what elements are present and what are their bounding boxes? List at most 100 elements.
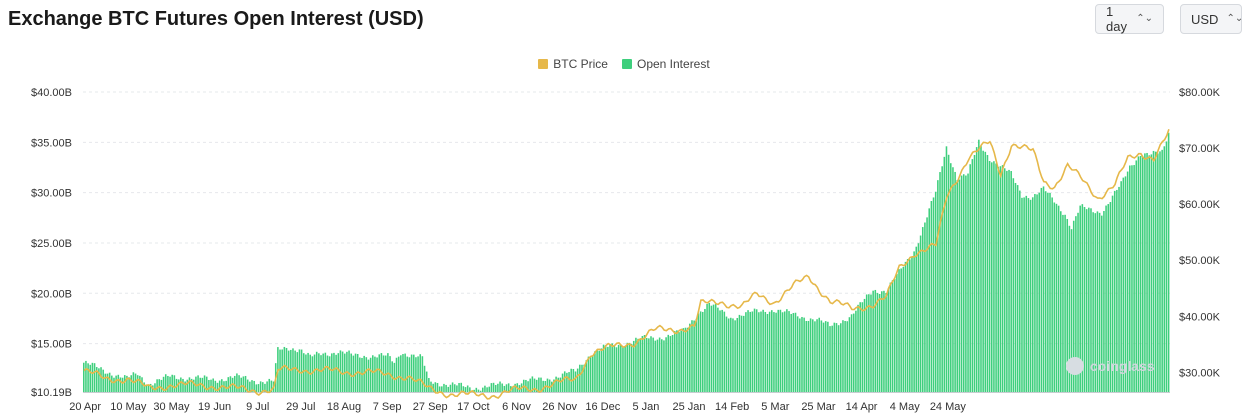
oi-bar — [1088, 207, 1090, 392]
oi-bar — [760, 311, 762, 392]
oi-bar — [505, 384, 508, 392]
range-select[interactable]: 1 day ⌃⌄ — [1095, 4, 1164, 34]
oi-bar — [943, 156, 946, 392]
oi-bar — [89, 364, 92, 392]
oi-bar — [975, 147, 978, 392]
page-title: Exchange BTC Futures Open Interest (USD) — [8, 8, 424, 30]
oi-bar — [331, 353, 333, 392]
oi-bar — [406, 356, 409, 392]
oi-bar — [840, 323, 842, 392]
x-tick: 10 May — [110, 401, 147, 413]
oi-bar — [921, 227, 924, 392]
oi-bar — [249, 381, 251, 392]
oi-bar — [781, 312, 784, 392]
oi-bar — [160, 379, 163, 392]
oi-bar — [932, 197, 935, 392]
oi-bar — [190, 378, 193, 392]
legend-item-open-interest[interactable]: Open Interest — [621, 57, 710, 71]
oi-bar — [865, 294, 868, 392]
oi-bar — [154, 383, 156, 392]
oi-bar — [535, 379, 538, 392]
oi-bar — [1122, 177, 1125, 392]
oi-bar — [1133, 165, 1135, 392]
oi-bar — [740, 315, 743, 392]
currency-select[interactable]: USD ⌃⌄ — [1180, 4, 1243, 34]
oi-bar — [887, 288, 890, 392]
oi-bar — [1141, 156, 1144, 392]
oi-bar — [742, 315, 745, 392]
oi-bar — [208, 379, 210, 392]
oi-bar — [844, 320, 846, 392]
oi-bar — [676, 330, 678, 392]
range-select-value: 1 day — [1106, 4, 1127, 34]
oi-bar — [691, 320, 693, 392]
oi-bar — [796, 316, 799, 392]
oi-bar — [568, 372, 570, 392]
oi-bar — [906, 258, 909, 392]
oi-bar — [997, 166, 1000, 392]
x-tick: 26 Nov — [542, 401, 577, 413]
y-tick-right: $40.00K — [1179, 311, 1221, 323]
oi-bar — [611, 343, 613, 392]
oi-bar — [648, 338, 650, 392]
oi-bar — [419, 354, 422, 392]
oi-bar — [121, 377, 124, 392]
oi-bar — [814, 321, 816, 392]
oi-bar — [542, 380, 544, 392]
oi-bar — [156, 379, 158, 392]
oi-bar — [1148, 155, 1150, 392]
oi-bar — [499, 381, 501, 392]
oi-bar — [591, 355, 594, 392]
oi-bar — [686, 327, 689, 392]
oi-bar — [421, 356, 424, 392]
oi-bar — [551, 381, 553, 392]
oi-bar — [538, 377, 540, 392]
oi-bar — [83, 362, 85, 392]
oi-bar — [507, 383, 510, 392]
oi-bar — [268, 378, 271, 392]
oi-bar — [1126, 171, 1129, 392]
oi-bar — [147, 384, 150, 392]
oi-bar — [930, 201, 933, 392]
oi-bar — [874, 289, 877, 392]
oi-bar — [641, 336, 644, 392]
legend-item-btc-price[interactable]: BTC Price — [538, 57, 608, 71]
oi-bar — [229, 376, 232, 392]
x-tick: 24 May — [930, 401, 967, 413]
oi-bar — [950, 163, 952, 392]
oi-bar — [408, 357, 411, 392]
oi-bar — [941, 166, 943, 392]
oi-bar — [736, 317, 739, 392]
oi-bar — [337, 353, 340, 392]
oi-bar — [667, 334, 670, 392]
oi-bar — [831, 325, 833, 392]
oi-bar — [1146, 152, 1148, 392]
oi-bar — [197, 375, 199, 392]
oi-bar — [777, 309, 780, 392]
oi-bar — [225, 380, 227, 392]
oi-bar — [341, 351, 344, 392]
oi-bar — [598, 350, 601, 392]
oi-bar — [184, 381, 186, 392]
oi-bar — [893, 278, 896, 392]
oi-bar — [1066, 218, 1069, 392]
oi-bar — [305, 354, 307, 392]
oi-bar — [1006, 170, 1008, 392]
oi-bar — [1036, 194, 1038, 392]
oi-bar — [988, 160, 991, 392]
y-tick-right: $80.00K — [1179, 87, 1221, 99]
oi-bar — [768, 311, 771, 392]
oi-bar — [441, 386, 443, 392]
oi-bar — [980, 145, 982, 392]
oi-bar — [999, 166, 1002, 392]
oi-bar — [727, 318, 730, 392]
oi-bar — [227, 377, 230, 392]
oi-bar — [842, 320, 844, 392]
x-tick: 6 Nov — [502, 401, 531, 413]
oi-bar — [313, 354, 316, 392]
oi-bar — [553, 379, 555, 392]
oi-bar — [494, 384, 497, 392]
oi-bar — [1070, 229, 1073, 392]
oi-bar — [861, 302, 864, 392]
oi-bar — [958, 179, 961, 392]
